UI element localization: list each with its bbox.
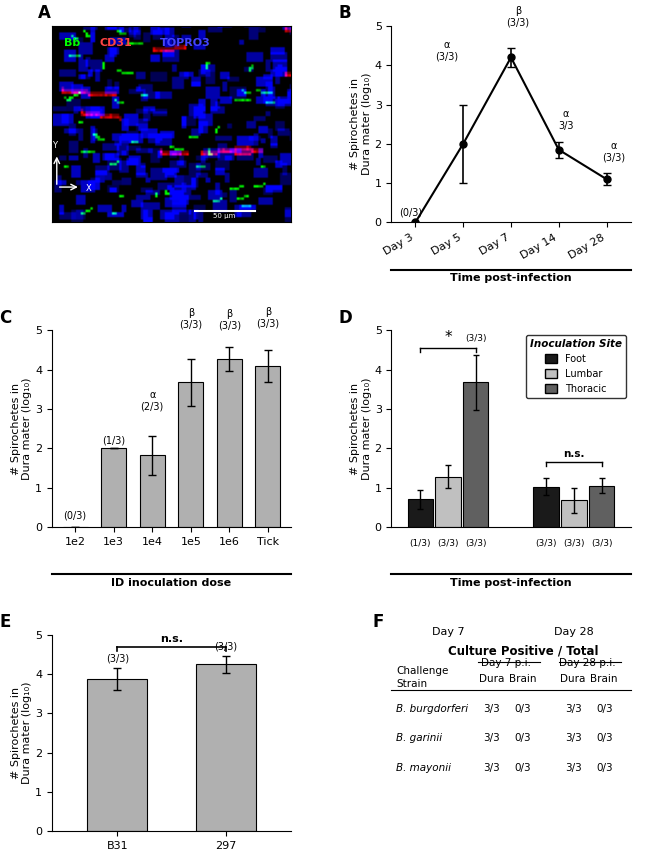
Bar	[178, 382, 203, 527]
Text: X: X	[85, 184, 91, 193]
Text: (3/3): (3/3)	[465, 334, 486, 344]
Text: ID inoculation dose: ID inoculation dose	[111, 578, 231, 588]
Bar	[436, 476, 461, 527]
Text: Time post-infection: Time post-infection	[450, 578, 572, 588]
Text: TOPRO3: TOPRO3	[159, 38, 211, 48]
Text: B. garinii: B. garinii	[396, 734, 443, 743]
Text: α
(2/3): α (2/3)	[140, 390, 164, 411]
Text: Time post-infection: Time post-infection	[450, 274, 572, 283]
Text: 0/3: 0/3	[596, 704, 612, 714]
Text: (3/3): (3/3)	[465, 540, 486, 548]
Text: A: A	[38, 4, 51, 22]
Y-axis label: # Spirochetes in
Dura mater (log₁₀): # Spirochetes in Dura mater (log₁₀)	[11, 378, 32, 480]
Text: 3/3: 3/3	[565, 734, 582, 743]
Y-axis label: # Spirochetes in
Dura mater (log₁₀): # Spirochetes in Dura mater (log₁₀)	[11, 682, 32, 785]
Text: E: E	[0, 613, 11, 631]
Text: Y: Y	[52, 141, 57, 150]
Bar	[534, 487, 559, 527]
Text: Challenge
Strain: Challenge Strain	[396, 666, 448, 688]
Text: α
3/3: α 3/3	[558, 109, 574, 131]
Text: (3/3): (3/3)	[214, 641, 237, 651]
Bar	[196, 664, 255, 831]
Y-axis label: # Spirochetes in
Dura mater (log₁₀): # Spirochetes in Dura mater (log₁₀)	[350, 378, 372, 480]
Text: Brain: Brain	[509, 675, 537, 684]
Text: n.s.: n.s.	[563, 449, 584, 459]
Text: 3/3: 3/3	[565, 704, 582, 714]
Text: 0/3: 0/3	[515, 704, 531, 714]
Text: Dura: Dura	[479, 675, 504, 684]
Text: Day 28: Day 28	[554, 627, 593, 637]
Text: β
(3/3): β (3/3)	[506, 6, 530, 28]
Text: (0/3): (0/3)	[64, 511, 86, 521]
Text: D: D	[339, 308, 352, 326]
Bar	[101, 449, 126, 527]
Bar	[140, 456, 165, 527]
Text: (0/3): (0/3)	[399, 207, 422, 217]
Text: 0/3: 0/3	[596, 763, 612, 772]
Text: 50 μm: 50 μm	[213, 214, 235, 219]
Text: Dura: Dura	[560, 675, 586, 684]
Text: Bb: Bb	[64, 38, 80, 48]
Legend: Foot, Lumbar, Thoracic: Foot, Lumbar, Thoracic	[526, 335, 626, 397]
Text: (3/3): (3/3)	[536, 540, 557, 548]
Bar	[589, 486, 614, 527]
Text: B. mayonii: B. mayonii	[396, 763, 451, 772]
Text: 0/3: 0/3	[515, 763, 531, 772]
Text: Culture Positive / Total: Culture Positive / Total	[448, 645, 598, 658]
Text: (1/3): (1/3)	[102, 436, 125, 445]
Text: (3/3): (3/3)	[437, 540, 459, 548]
Text: (3/3): (3/3)	[563, 540, 584, 548]
Text: Day 7: Day 7	[432, 627, 464, 637]
Text: B. burgdorferi: B. burgdorferi	[396, 704, 469, 714]
Text: B: B	[339, 4, 352, 22]
Text: CD31: CD31	[100, 38, 133, 48]
Text: 3/3: 3/3	[484, 704, 501, 714]
Bar	[561, 501, 586, 527]
Text: α
(3/3): α (3/3)	[602, 140, 625, 162]
Text: (3/3): (3/3)	[106, 653, 129, 663]
Text: α
(3/3): α (3/3)	[435, 40, 458, 61]
Text: β
(3/3): β (3/3)	[218, 309, 241, 331]
Text: n.s.: n.s.	[160, 635, 183, 644]
Text: 0/3: 0/3	[596, 734, 612, 743]
Bar	[87, 679, 147, 831]
Text: *: *	[444, 330, 452, 345]
Y-axis label: # Spirochetes in
Dura mater (log₁₀): # Spirochetes in Dura mater (log₁₀)	[350, 73, 372, 176]
Text: Day 28 p.i.: Day 28 p.i.	[559, 658, 616, 669]
Bar	[463, 382, 489, 527]
Text: β
(3/3): β (3/3)	[179, 307, 202, 329]
Text: 3/3: 3/3	[484, 763, 501, 772]
Text: (1/3): (1/3)	[410, 540, 431, 548]
Text: Day 7 p.i.: Day 7 p.i.	[481, 658, 531, 669]
Text: 3/3: 3/3	[484, 734, 501, 743]
Bar	[255, 365, 280, 527]
Text: C: C	[0, 308, 12, 326]
Bar	[217, 359, 242, 527]
Text: F: F	[372, 613, 384, 631]
Bar	[408, 500, 433, 527]
Text: 3/3: 3/3	[565, 763, 582, 772]
Text: Brain: Brain	[590, 675, 618, 684]
Text: (3/3): (3/3)	[591, 540, 612, 548]
Text: β
(3/3): β (3/3)	[256, 307, 280, 328]
Text: 0/3: 0/3	[515, 734, 531, 743]
